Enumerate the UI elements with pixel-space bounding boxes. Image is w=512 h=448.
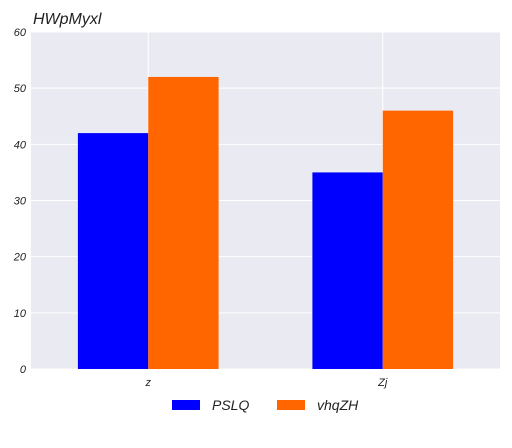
x-tick-label: z bbox=[145, 377, 152, 389]
y-tick-label: 10 bbox=[14, 308, 27, 320]
x-tick-label: Zj bbox=[377, 377, 388, 389]
y-tick-label: 20 bbox=[13, 252, 27, 264]
legend-label-vhqZH: vhqZH bbox=[317, 397, 359, 413]
y-tick-label: 0 bbox=[20, 364, 27, 376]
y-tick-label: 30 bbox=[14, 196, 27, 208]
y-tick-label: 60 bbox=[14, 27, 27, 39]
legend-swatch-PSLQ bbox=[172, 400, 200, 410]
bar-vhqZH-Zj bbox=[382, 110, 454, 369]
y-tick-label: 40 bbox=[14, 139, 27, 151]
bars bbox=[77, 76, 454, 369]
legend: PSLQ vhqZH bbox=[172, 397, 359, 413]
y-axis-ticks: 0 10 20 30 40 50 60 bbox=[13, 27, 27, 376]
bar-vhqZH-z bbox=[148, 76, 219, 369]
bar-PSLQ-z bbox=[77, 133, 149, 369]
legend-label-PSLQ: PSLQ bbox=[212, 397, 249, 413]
y-tick-label: 50 bbox=[14, 83, 27, 95]
legend-swatch-vhqZH bbox=[277, 400, 305, 410]
chart-title: HWpMyxl bbox=[33, 11, 102, 28]
bar-PSLQ-Zj bbox=[312, 172, 383, 369]
x-axis-ticks: z Zj bbox=[145, 377, 388, 389]
